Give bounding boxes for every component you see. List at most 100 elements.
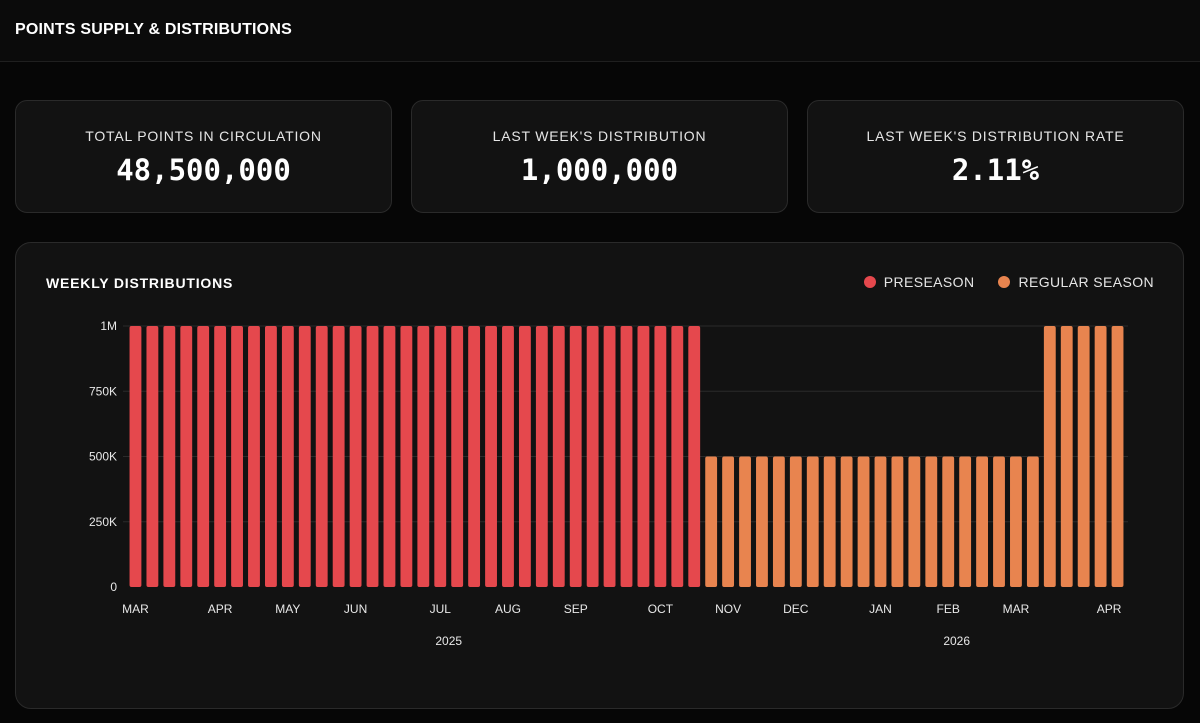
y-tick-label: 500K — [89, 450, 117, 464]
regular-season-bar — [925, 456, 938, 587]
preseason-bar — [569, 326, 582, 587]
regular-season-bar — [942, 456, 955, 587]
x-tick-label: OCT — [648, 602, 674, 616]
regular-season-bar — [722, 456, 735, 587]
regular-season-bar — [1026, 456, 1039, 587]
legend-label: PRESEASON — [883, 274, 975, 290]
preseason-legend-dot-icon — [863, 276, 876, 288]
preseason-bar — [383, 326, 396, 587]
y-tick-label: 750K — [89, 384, 117, 398]
x-tick-label: DEC — [783, 602, 809, 616]
x-tick-label: AUG — [495, 602, 521, 616]
x-tick-label: SEP — [564, 602, 588, 616]
preseason-bar — [146, 326, 159, 587]
preseason-bar — [586, 326, 599, 587]
regular-season-bar — [874, 456, 887, 587]
regular-season-bar — [993, 456, 1005, 587]
regular-season-bar — [806, 456, 819, 587]
preseason-bar — [180, 326, 193, 587]
preseason-bar — [332, 326, 345, 587]
preseason-bar — [485, 326, 497, 587]
weekly-distributions-chart: 0 250K 500K 750K 1M MAR APR MAY JUN JUL AUG SEP OCT N… — [89, 319, 1128, 648]
chart-title: WEEKLY DISTRIBUTIONS — [46, 275, 234, 291]
regular-season-bar — [1077, 326, 1090, 587]
y-tick-label: 250K — [89, 515, 117, 529]
legend-label: REGULAR SEASON — [1018, 274, 1154, 290]
page-title: POINTS SUPPLY & DISTRIBUTIONS — [15, 21, 292, 38]
regular-season-legend-dot-icon — [998, 276, 1011, 288]
preseason-bar — [434, 326, 447, 587]
preseason-bar — [298, 326, 311, 587]
preseason-bar — [502, 326, 514, 587]
preseason-bar — [315, 326, 328, 587]
preseason-bar — [400, 326, 413, 587]
x-year-label: 2026 — [943, 634, 970, 648]
preseason-bar — [366, 326, 379, 587]
preseason-bar — [603, 326, 616, 587]
regular-season-bar — [959, 456, 972, 587]
weekly-distributions-card: WEEKLY DISTRIBUTIONS PRESEASON REGULAR S… — [15, 242, 1184, 709]
regular-season-bar — [772, 456, 785, 587]
preseason-bar — [637, 326, 650, 587]
regular-season-bar — [840, 456, 853, 587]
preseason-bar — [468, 326, 481, 587]
stat-label: LAST WEEK'S DISTRIBUTION — [492, 128, 707, 144]
stat-value: 48,500,000 — [116, 153, 291, 187]
stat-label: TOTAL POINTS IN CIRCULATION — [85, 128, 322, 144]
preseason-bar — [197, 326, 210, 587]
regular-season-bar — [1043, 326, 1056, 587]
x-tick-label: JUL — [430, 602, 452, 616]
preseason-bar — [451, 326, 464, 587]
stat-card-last-week-distribution: LAST WEEK'S DISTRIBUTION 1,000,000 — [411, 100, 788, 213]
regular-season-bar — [1010, 456, 1022, 587]
preseason-bar — [231, 326, 243, 587]
regular-season-bar — [908, 456, 921, 587]
x-tick-label: FEB — [937, 602, 960, 616]
preseason-bar — [552, 326, 565, 587]
regular-season-bar — [857, 456, 870, 587]
preseason-bar — [214, 326, 227, 587]
preseason-bar — [349, 326, 362, 587]
regular-season-bar — [1111, 326, 1124, 587]
stat-value: 1,000,000 — [520, 153, 679, 187]
legend-item-regular-season[interactable]: REGULAR SEASON — [998, 274, 1154, 290]
preseason-bar — [264, 326, 277, 587]
preseason-bar — [248, 326, 260, 587]
regular-season-bar — [891, 456, 904, 587]
x-tick-label: MAY — [275, 602, 300, 616]
preseason-bar — [417, 326, 430, 587]
x-tick-label: MAR — [122, 602, 149, 616]
x-year-label: 2025 — [435, 634, 462, 648]
regular-season-bar — [789, 456, 802, 587]
stat-card-distribution-rate: LAST WEEK'S DISTRIBUTION RATE 2.11% — [807, 100, 1184, 213]
page-header: POINTS SUPPLY & DISTRIBUTIONS — [0, 0, 1200, 62]
x-tick-label: NOV — [715, 602, 741, 616]
x-tick-label: APR — [1097, 602, 1122, 616]
x-tick-label: JAN — [869, 602, 892, 616]
regular-season-bar — [976, 456, 989, 587]
preseason-bar — [654, 326, 667, 587]
preseason-bar — [535, 326, 548, 587]
regular-season-bar — [1094, 326, 1107, 587]
legend-item-preseason[interactable]: PRESEASON — [863, 274, 975, 290]
chart-legend: PRESEASON REGULAR SEASON — [840, 274, 1154, 290]
preseason-bar — [281, 326, 294, 587]
regular-season-bar — [739, 456, 751, 587]
regular-season-bar — [756, 456, 768, 587]
preseason-bar — [620, 326, 633, 587]
preseason-bar — [688, 326, 701, 587]
regular-season-bar — [823, 456, 836, 587]
preseason-bar — [163, 326, 176, 587]
stat-label: LAST WEEK'S DISTRIBUTION RATE — [866, 128, 1125, 144]
stat-card-total-points: TOTAL POINTS IN CIRCULATION 48,500,000 — [15, 100, 392, 213]
x-tick-label: MAR — [1003, 602, 1030, 616]
preseason-bar — [671, 326, 684, 587]
regular-season-bar — [1060, 326, 1073, 587]
y-tick-label: 0 — [110, 580, 117, 594]
stat-value: 2.11% — [951, 153, 1040, 187]
preseason-bar — [129, 326, 142, 587]
preseason-bar — [518, 326, 531, 587]
regular-season-bar — [705, 456, 718, 587]
x-tick-label: JUN — [344, 602, 367, 616]
y-tick-label: 1M — [100, 319, 117, 333]
